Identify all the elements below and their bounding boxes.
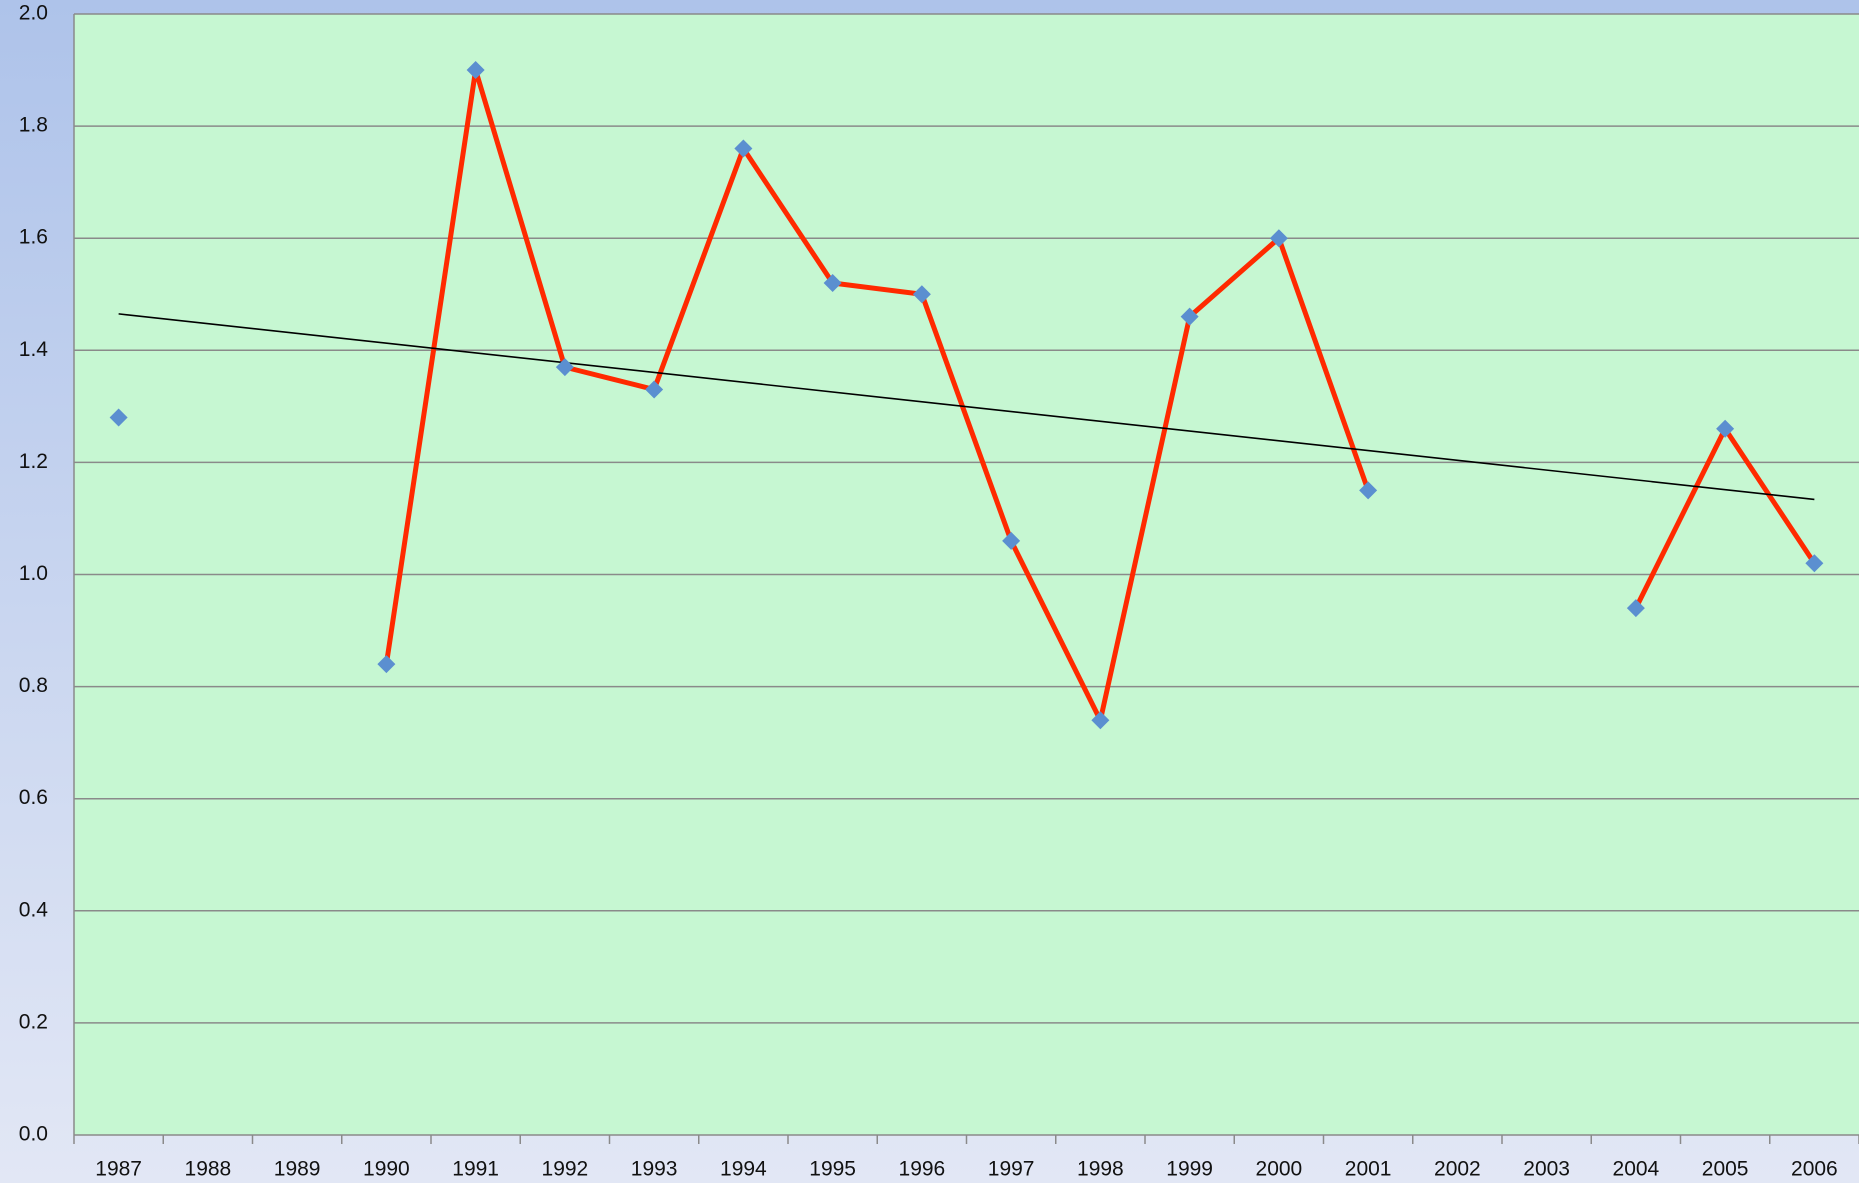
data-point [1359,481,1378,500]
x-tick-label: 1988 [185,1158,232,1181]
y-tick-label: 0.4 [19,898,49,921]
x-tick-label: 2004 [1613,1158,1660,1181]
x-tick-label: 1997 [988,1158,1035,1181]
x-tick-label: 1992 [542,1158,589,1181]
x-tick-label: 1987 [95,1158,142,1181]
y-tick-label: 0.6 [19,786,48,809]
data-point [1716,419,1735,438]
x-tick-label: 1995 [809,1158,856,1181]
x-tick-label: 2001 [1345,1158,1392,1181]
data-point [377,655,396,674]
x-tick-label: 1990 [363,1158,410,1181]
y-tick-label: 0.8 [19,674,48,697]
data-point [1626,599,1645,618]
y-tick-label: 1.8 [19,114,48,137]
data-point [1180,307,1199,326]
y-tick-label: 1.0 [19,562,48,585]
x-tick-label: 1991 [452,1158,499,1181]
x-tick-label: 1998 [1077,1158,1124,1181]
x-tick-label: 2005 [1702,1158,1749,1181]
y-tick-label: 0.2 [19,1010,48,1033]
x-tick-label: 2006 [1791,1158,1838,1181]
data-point [645,380,664,399]
x-tick-label: 1999 [1166,1158,1213,1181]
data-point [1091,711,1110,730]
data-point [1805,554,1824,573]
y-tick-label: 1.2 [19,450,48,473]
x-tick-label: 2002 [1434,1158,1481,1181]
x-tick-label: 2000 [1256,1158,1303,1181]
data-point [466,61,485,80]
x-tick-label: 1996 [899,1158,946,1181]
data-point [555,358,574,377]
y-tick-label: 1.6 [19,226,48,249]
y-tick-label: 1.4 [19,338,49,361]
data-point [912,285,931,304]
x-tick-label: 1993 [631,1158,678,1181]
data-point [823,274,842,293]
x-tick-label: 1994 [720,1158,767,1181]
x-tick-label: 1989 [274,1158,321,1181]
data-point [734,139,753,158]
trend-line [118,313,1815,501]
data-point [1002,531,1021,550]
y-tick-label: 0.0 [19,1123,48,1146]
data-point [109,408,128,427]
data-point [1269,229,1288,248]
x-tick-label: 2003 [1523,1158,1570,1181]
y-tick-label: 2.0 [19,2,48,25]
